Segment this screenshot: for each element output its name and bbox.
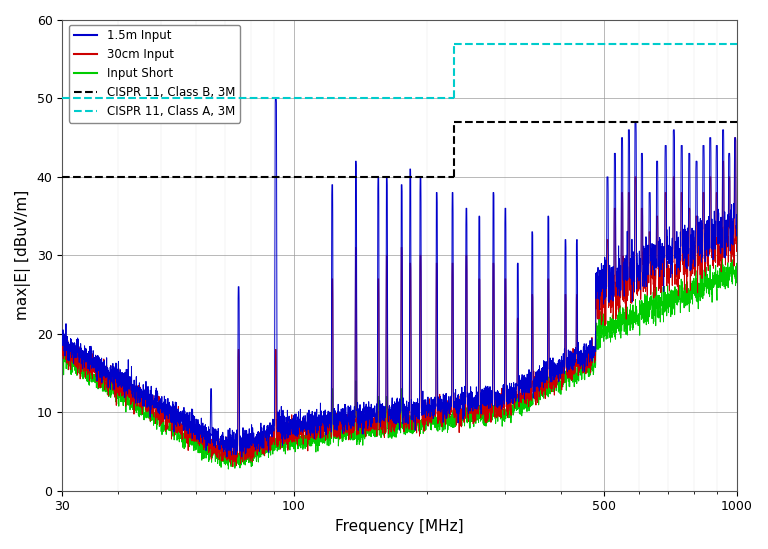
Legend: 1.5m Input, 30cm Input, Input Short, CISPR 11, Class B, 3M, CISPR 11, Class A, 3: 1.5m Input, 30cm Input, Input Short, CIS… — [69, 25, 240, 123]
X-axis label: Frequency [MHz]: Frequency [MHz] — [336, 519, 464, 534]
Y-axis label: max|E| [dBuV/m]: max|E| [dBuV/m] — [15, 191, 31, 321]
